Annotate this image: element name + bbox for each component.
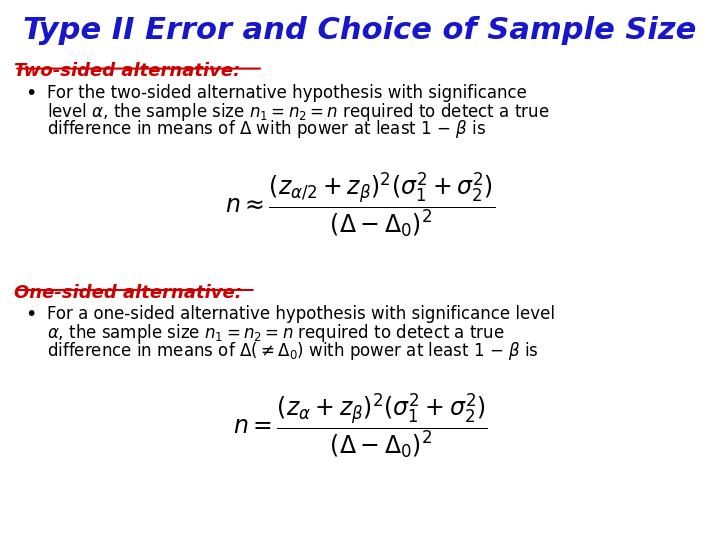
Text: level $\alpha$, the sample size $n_1 = n_2 = n$ required to detect a true: level $\alpha$, the sample size $n_1 = n…: [47, 101, 549, 123]
Text: Two-sided alternative:: Two-sided alternative:: [14, 62, 240, 80]
Text: •: •: [25, 84, 37, 103]
Text: For a one-sided alternative hypothesis with significance level: For a one-sided alternative hypothesis w…: [47, 305, 555, 323]
Text: Type II Error and Choice of Sample Size: Type II Error and Choice of Sample Size: [23, 16, 697, 45]
Text: One-sided alternative:: One-sided alternative:: [14, 284, 243, 301]
Text: $\alpha$, the sample size $n_1 = n_2 = n$ required to detect a true: $\alpha$, the sample size $n_1 = n_2 = n…: [47, 322, 505, 345]
Text: difference in means of $\Delta$ with power at least 1 $-$ $\beta$ is: difference in means of $\Delta$ with pow…: [47, 118, 486, 140]
Text: $n \approx \dfrac{(z_{\alpha/2} + z_{\beta})^2(\sigma_1^2 + \sigma_2^2)}{(\Delta: $n \approx \dfrac{(z_{\alpha/2} + z_{\be…: [225, 170, 495, 239]
Text: difference in means of $\Delta(\neq\Delta_0)$ with power at least 1 $-$ $\beta$ : difference in means of $\Delta(\neq\Delt…: [47, 340, 539, 362]
Text: •: •: [25, 305, 37, 324]
Text: $n = \dfrac{(z_{\alpha} + z_{\beta})^2(\sigma_1^2 + \sigma_2^2)}{(\Delta - \Delt: $n = \dfrac{(z_{\alpha} + z_{\beta})^2(\…: [233, 392, 487, 461]
Text: For the two-sided alternative hypothesis with significance: For the two-sided alternative hypothesis…: [47, 84, 526, 102]
